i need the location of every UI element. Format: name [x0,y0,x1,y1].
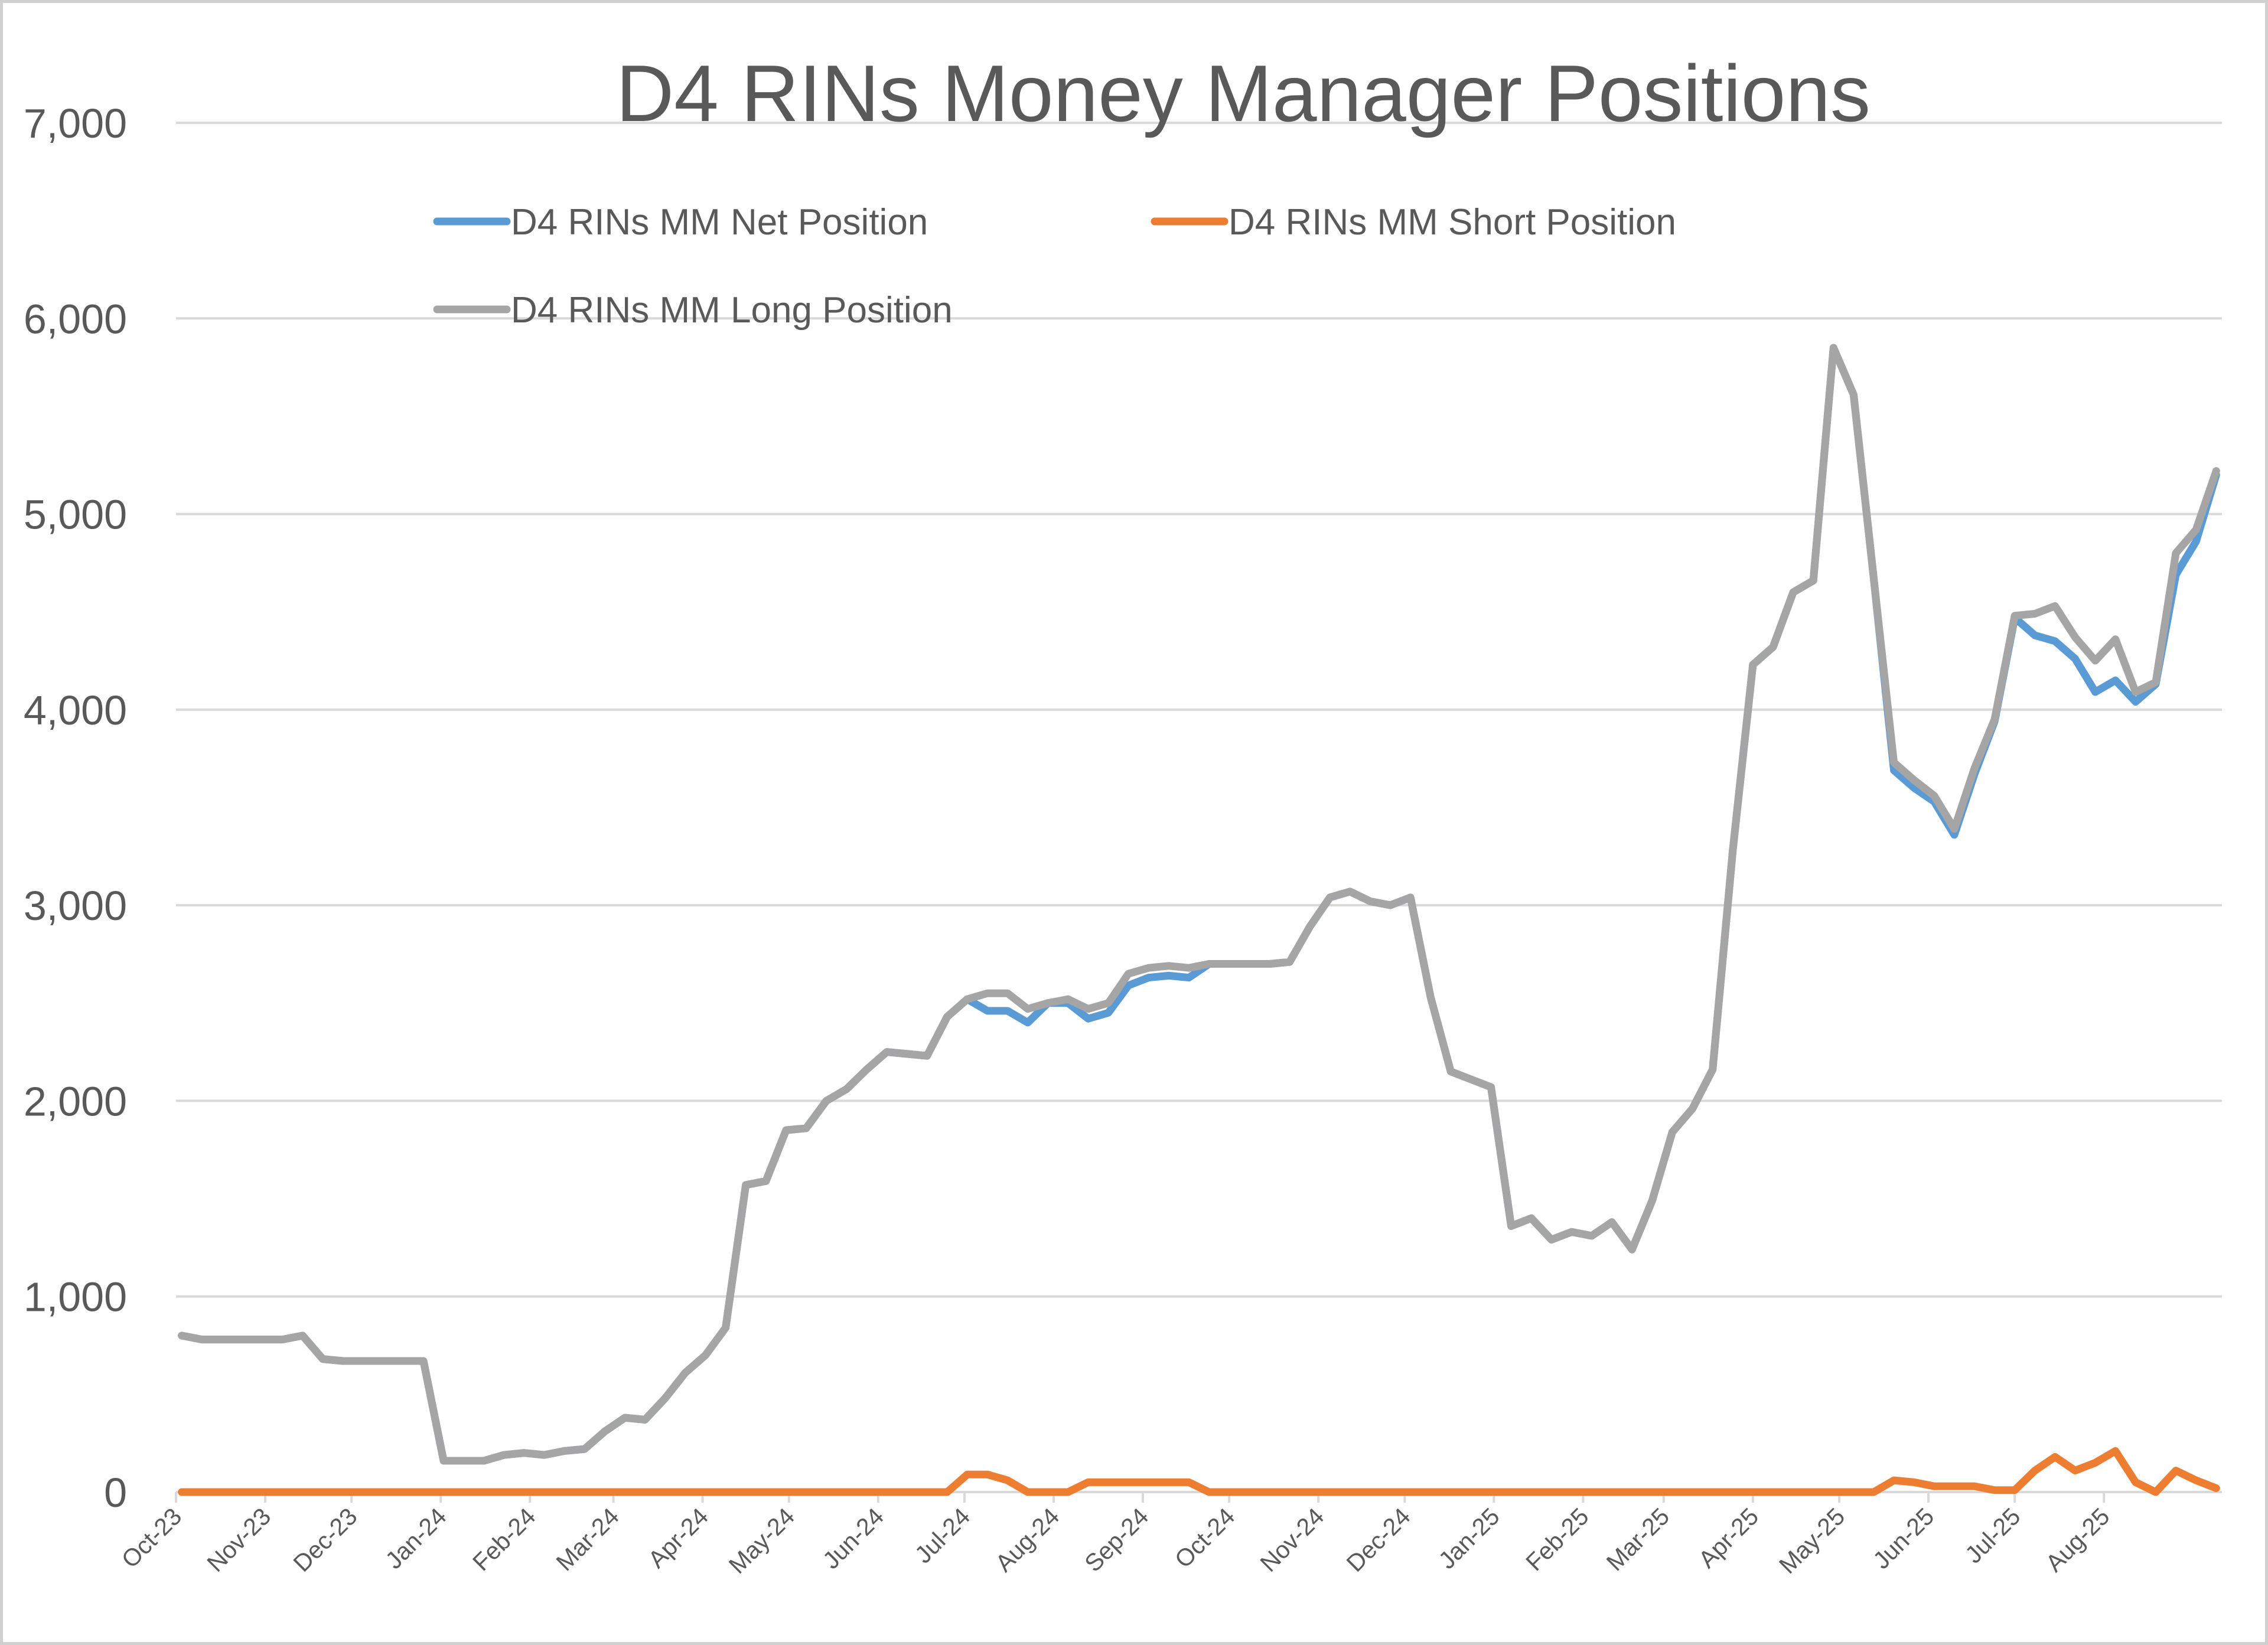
x-tick-label: Nov-23 [201,1503,276,1577]
y-tick-label: 0 [104,1470,127,1516]
x-tick-label: May-25 [1774,1503,1850,1579]
legend-label-long: D4 RINs MM Long Position [511,290,953,331]
y-axis-ticks: 0 1,000 2,000 3,000 4,000 5,000 6,000 7,000 [24,100,127,1516]
x-tick-label: Jun-24 [817,1503,889,1574]
x-tick-label: Jan-24 [380,1503,451,1574]
x-tick-label: Jun-25 [1868,1503,1939,1574]
series-line-short [178,1447,2220,1496]
y-tick-label: 6,000 [24,296,127,342]
gridlines [176,122,2222,1493]
x-tick-label: Nov-24 [1255,1503,1329,1577]
x-tick-label: Oct-24 [1169,1503,1240,1574]
y-tick-label: 4,000 [24,687,127,733]
x-tick-label: Feb-25 [1520,1503,1594,1576]
x-tick-label: Apr-24 [643,1503,713,1574]
y-tick-label: 7,000 [24,100,127,146]
legend: D4 RINs MM Net Position D4 RINs MM Short … [433,202,1676,331]
series-lines [178,344,2220,1496]
y-tick-label: 5,000 [24,492,127,538]
x-tick-label: Feb-24 [467,1503,540,1576]
x-tick-label: Jan-25 [1433,1503,1505,1574]
x-tick-label: Aug-24 [990,1503,1064,1577]
x-tick-label: Sep-24 [1079,1503,1153,1577]
x-tick-label: Mar-24 [551,1503,624,1576]
x-tick-label: Jul-25 [1960,1503,2025,1568]
y-tick-label: 3,000 [24,883,127,929]
x-tick-label: May-24 [724,1503,800,1579]
x-tick-label: Aug-25 [2041,1503,2115,1577]
x-tick-label: Mar-25 [1601,1503,1674,1576]
x-tick-label: Apr-25 [1693,1503,1764,1574]
legend-label-short: D4 RINs MM Short Position [1228,202,1676,243]
x-tick-label: Dec-23 [288,1503,363,1577]
legend-label-net: D4 RINs MM Net Position [511,202,928,243]
chart-title: D4 RINs Money Manager Positions [616,48,1871,138]
x-axis-ticks: Oct-23 Nov-23 Dec-23 Jan-24 Feb-24 Mar-24 Apr-… [116,1492,2115,1579]
series-line-long [178,344,2220,1465]
y-tick-label: 1,000 [24,1274,127,1320]
x-tick-label: Dec-24 [1341,1503,1416,1577]
y-tick-label: 2,000 [24,1078,127,1124]
x-tick-label: Jul-24 [910,1503,975,1568]
